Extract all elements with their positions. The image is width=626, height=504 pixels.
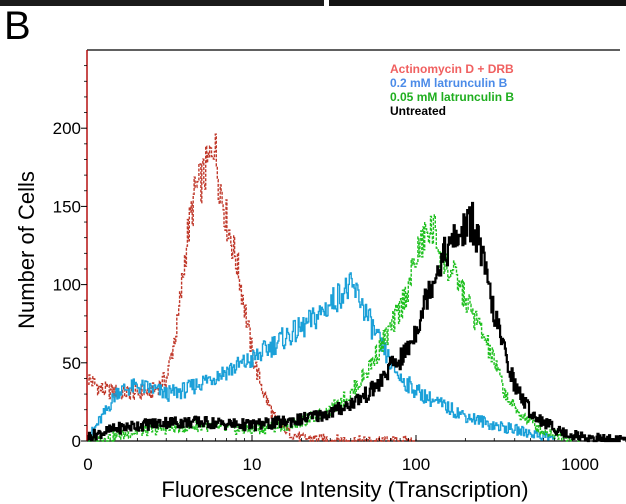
- y-tick-label: 150: [53, 197, 81, 216]
- series-line-actinomycin-d-drb: [88, 133, 417, 442]
- legend-entry-0-05-mm-latrunculin-b: 0.05 mM latrunculin B: [390, 90, 514, 104]
- legend-entry-actinomycin-d-drb: Actinomycin D + DRB: [390, 62, 514, 76]
- y-tick-label: 0: [72, 432, 81, 451]
- legend-entry-untreated: Untreated: [390, 104, 446, 118]
- top-image-strip: [0, 0, 626, 6]
- y-tick-label: 50: [62, 354, 81, 373]
- top-strip-left: [0, 0, 324, 6]
- top-strip-right: [329, 0, 626, 6]
- x-axis-title: Fluorescence Intensity (Transcription): [161, 477, 528, 502]
- series-line-untreated: [87, 201, 626, 443]
- y-axis-title: Number of Cells: [14, 171, 39, 329]
- x-tick-label: 1000: [561, 455, 599, 474]
- y-axis-ticks: 0 50 100 150 200: [53, 65, 87, 451]
- x-axis-ticks: 0 10 100 1000: [83, 435, 599, 474]
- x-tick-label: 10: [243, 455, 262, 474]
- y-tick-label: 200: [53, 119, 81, 138]
- x-tick-label: 0: [83, 455, 92, 474]
- series-line-0-2-mm-latrunculin-b: [88, 272, 556, 442]
- panel-label: B: [4, 4, 31, 48]
- legend-entry-0-2-mm-latrunculin-b: 0.2 mM latrunculin B: [390, 76, 508, 90]
- x-tick-label: 100: [402, 455, 430, 474]
- y-tick-label: 100: [53, 276, 81, 295]
- series-layer: [87, 133, 626, 443]
